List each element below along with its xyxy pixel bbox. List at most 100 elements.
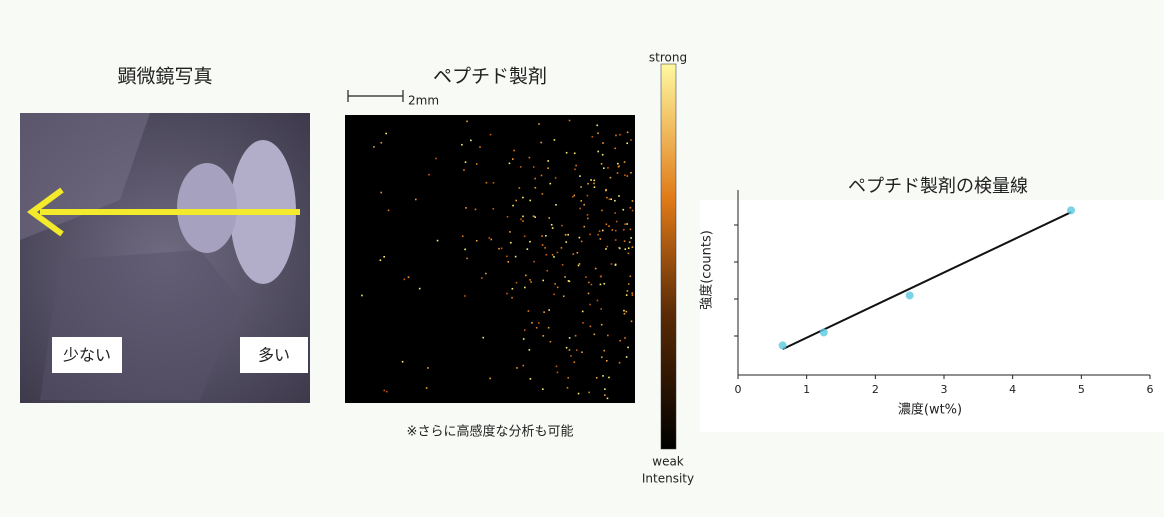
dot (632, 246, 634, 248)
dot (632, 210, 634, 212)
dot (548, 327, 550, 329)
dot (554, 139, 556, 141)
dot (626, 142, 628, 144)
dot (597, 300, 599, 302)
dot (553, 294, 555, 296)
dot (542, 388, 544, 390)
dot (602, 142, 604, 144)
dot (520, 166, 522, 168)
dot (619, 134, 621, 136)
dot (574, 195, 576, 197)
dot (529, 241, 531, 243)
dot (618, 247, 620, 249)
dot (625, 248, 627, 250)
dot (522, 216, 524, 218)
dot (520, 218, 522, 220)
dot (579, 175, 581, 177)
dot (576, 349, 578, 351)
dot (562, 264, 564, 266)
dot (583, 204, 585, 206)
data-point (906, 291, 914, 299)
dot (555, 177, 557, 179)
dot (614, 212, 616, 214)
data-point (779, 341, 787, 349)
dot (599, 230, 601, 232)
dot (612, 229, 614, 231)
dot (557, 287, 559, 289)
chart-title: ペプチド製剤の検量線 (848, 176, 1028, 197)
dot (515, 256, 517, 258)
dot (602, 154, 604, 156)
dot (580, 200, 582, 202)
y-axis-label: 強度(counts) (699, 230, 715, 310)
dot (535, 187, 537, 189)
dot (466, 121, 468, 123)
x-tick-label: 2 (872, 383, 879, 396)
dot (606, 197, 608, 199)
x-tick-label: 6 (1147, 383, 1154, 396)
dot (561, 247, 563, 249)
dot (530, 378, 532, 380)
dot (626, 223, 628, 225)
dot (464, 295, 466, 297)
dot (563, 295, 565, 297)
dot (579, 208, 581, 210)
x-tick-label: 5 (1078, 383, 1085, 396)
dot (554, 283, 556, 285)
dot (507, 261, 509, 263)
dot (610, 198, 612, 200)
dot (380, 259, 382, 261)
dot (624, 174, 626, 176)
dot (550, 341, 552, 343)
dot (552, 254, 554, 256)
dot (530, 281, 532, 283)
dot (630, 237, 632, 239)
dot (384, 390, 386, 392)
dot (628, 283, 630, 285)
dot (626, 356, 628, 358)
dot (600, 238, 602, 240)
dot (603, 283, 605, 285)
dot (573, 361, 575, 363)
dot (619, 362, 621, 364)
dot (466, 258, 468, 260)
dot (630, 275, 632, 277)
dot (572, 196, 574, 198)
dot (588, 392, 590, 394)
dot (546, 270, 548, 272)
dot (624, 161, 626, 163)
dot (561, 225, 563, 227)
dot (602, 375, 604, 377)
dot (630, 172, 632, 174)
dot (361, 295, 363, 297)
dot (522, 365, 524, 367)
dot (489, 378, 491, 380)
dot (557, 372, 559, 374)
dot (630, 229, 632, 231)
dot (606, 224, 608, 226)
dot (510, 242, 512, 244)
dot (610, 177, 612, 179)
dot (595, 268, 597, 270)
dot (618, 195, 620, 197)
dot (579, 263, 581, 265)
dot (606, 246, 608, 248)
dot (509, 231, 511, 233)
dot (544, 247, 546, 249)
dot (624, 337, 626, 339)
dot (529, 349, 531, 351)
dot (575, 165, 577, 167)
dot (486, 182, 488, 184)
panel-title: ペプチド製剤 (433, 66, 547, 88)
dot (608, 225, 610, 227)
dot (608, 377, 610, 379)
dot (481, 277, 483, 279)
dot (606, 360, 608, 362)
dot (602, 230, 604, 232)
dot (493, 208, 495, 210)
dot (627, 132, 629, 134)
label: 多い (258, 346, 290, 365)
dot (607, 335, 609, 337)
dot (529, 157, 531, 159)
dot (582, 311, 584, 313)
